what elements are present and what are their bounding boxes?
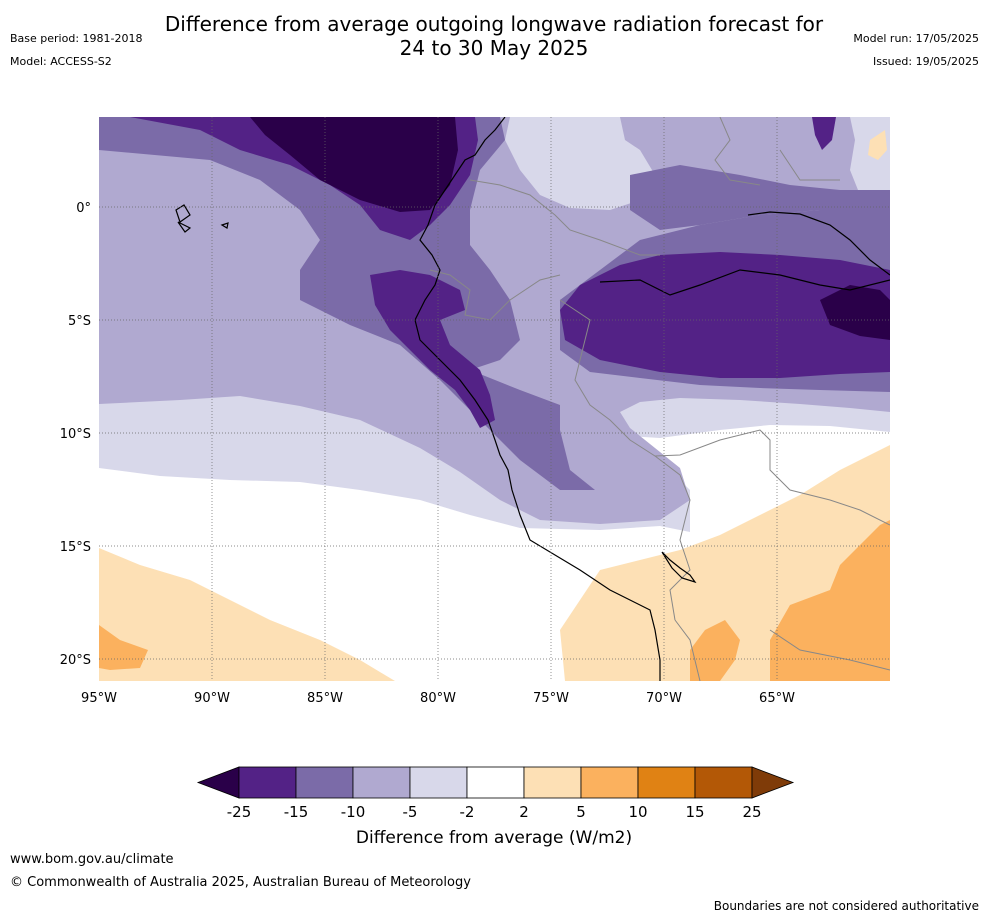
country-borders — [429, 117, 890, 681]
colorbar-tick-label: 5 — [576, 803, 586, 821]
colorbar-tick-label: 25 — [742, 803, 761, 821]
colorbar-extend-low — [196, 766, 240, 799]
minus15-coast — [370, 270, 495, 428]
title-line-2: 24 to 30 May 2025 — [399, 36, 589, 60]
lon-label: 80°W — [420, 691, 456, 706]
galapagos-3 — [177, 221, 192, 233]
colorbar-ticks: -25 -15 -10 -5 -2 2 5 10 15 25 — [227, 803, 762, 821]
footer-copyright: © Commonwealth of Australia 2025, Austra… — [10, 875, 471, 890]
coastline — [175, 117, 890, 681]
light-orange-sw — [99, 548, 395, 681]
longitude-labels: 95°W 90°W 85°W 80°W 75°W 70°W 65°W — [81, 691, 795, 706]
orange-s-patch — [690, 620, 740, 681]
lon-label: 75°W — [533, 691, 569, 706]
colorbar-tick-label: -2 — [460, 803, 475, 821]
galapagos-1 — [175, 204, 191, 223]
border-bolivia-para — [769, 629, 890, 671]
lat-label: 0° — [76, 201, 91, 216]
caribbean-coast — [747, 211, 890, 276]
lat-label: 5°S — [68, 314, 91, 329]
colorbar-bin — [295, 766, 354, 799]
colorbar-label: Difference from average (W/m2) — [356, 828, 632, 848]
issued-date: Issued: 19/05/2025 — [872, 55, 979, 68]
colorbar-bin — [409, 766, 468, 799]
colorbar-tick-label: -10 — [341, 803, 366, 821]
colorbar-bin — [466, 766, 525, 799]
graticule — [99, 117, 890, 681]
colorbar — [196, 766, 795, 799]
footer-note: Boundaries are not considered authoritat… — [713, 899, 979, 913]
model-name: Model: ACCESS-S2 — [10, 55, 112, 68]
lon-label: 65°W — [759, 691, 795, 706]
latitude-labels: 0° 5°S 10°S 15°S 20°S — [60, 201, 91, 668]
base-period: Base period: 1981-2018 — [10, 32, 143, 45]
border-colombia-venezuela — [714, 117, 761, 186]
colorbar-tick-label: -5 — [403, 803, 418, 821]
lon-label: 70°W — [646, 691, 682, 706]
title-line-1: Difference from average outgoing longwav… — [164, 12, 824, 36]
lake-titicaca — [661, 551, 697, 584]
colorbar-bin — [238, 766, 297, 799]
minus15-ne — [812, 117, 836, 150]
amazon-river — [599, 269, 890, 296]
footer-url: www.bom.gov.au/climate — [10, 852, 174, 867]
light-orange-ne — [868, 130, 887, 160]
border-brazil-guyana — [779, 149, 840, 181]
lat-label: 20°S — [60, 653, 91, 668]
lat-label: 10°S — [60, 427, 91, 442]
colorbar-tick-label: 10 — [628, 803, 647, 821]
model-run: Model run: 17/05/2025 — [853, 32, 979, 45]
border-colombia-ecuador — [469, 179, 660, 256]
meta-right: Model run: 17/05/2025 Issued: 19/05/2025 — [853, 32, 979, 78]
lat-label: 15°S — [60, 540, 91, 555]
lon-label: 95°W — [81, 691, 117, 706]
border-bolivia-chile — [674, 619, 701, 681]
light-patch-north — [505, 117, 655, 210]
colorbar-tick-label: 2 — [519, 803, 529, 821]
colorbar-tick-label: -15 — [284, 803, 309, 821]
border-ecuador-peru — [429, 269, 561, 321]
lon-label: 90°W — [194, 691, 230, 706]
colorbar-bin — [694, 766, 753, 799]
chart-title: Difference from average outgoing longwav… — [0, 12, 988, 60]
border-peru-brazil — [559, 299, 890, 526]
colorbar-bin — [523, 766, 582, 799]
minus10-ne-top — [630, 165, 890, 230]
lon-label: 85°W — [307, 691, 343, 706]
colorbar-tick-label: 15 — [685, 803, 704, 821]
colorbar-tick-label: -25 — [227, 803, 252, 821]
map-area — [99, 117, 890, 681]
colorbar-bin — [352, 766, 411, 799]
meta-left: Base period: 1981-2018 Model: ACCESS-S2 — [10, 32, 142, 78]
colorbar-bin — [637, 766, 696, 799]
colorbar-extend-high — [751, 766, 795, 799]
colorbar-bin — [580, 766, 639, 799]
pacific-coast — [414, 117, 661, 681]
galapagos-2 — [220, 222, 229, 229]
orange-se — [770, 520, 890, 681]
border-peru-bolivia — [654, 455, 691, 621]
darkest-east — [820, 285, 890, 340]
minus15-east — [560, 252, 890, 378]
darkest-region — [250, 117, 458, 212]
